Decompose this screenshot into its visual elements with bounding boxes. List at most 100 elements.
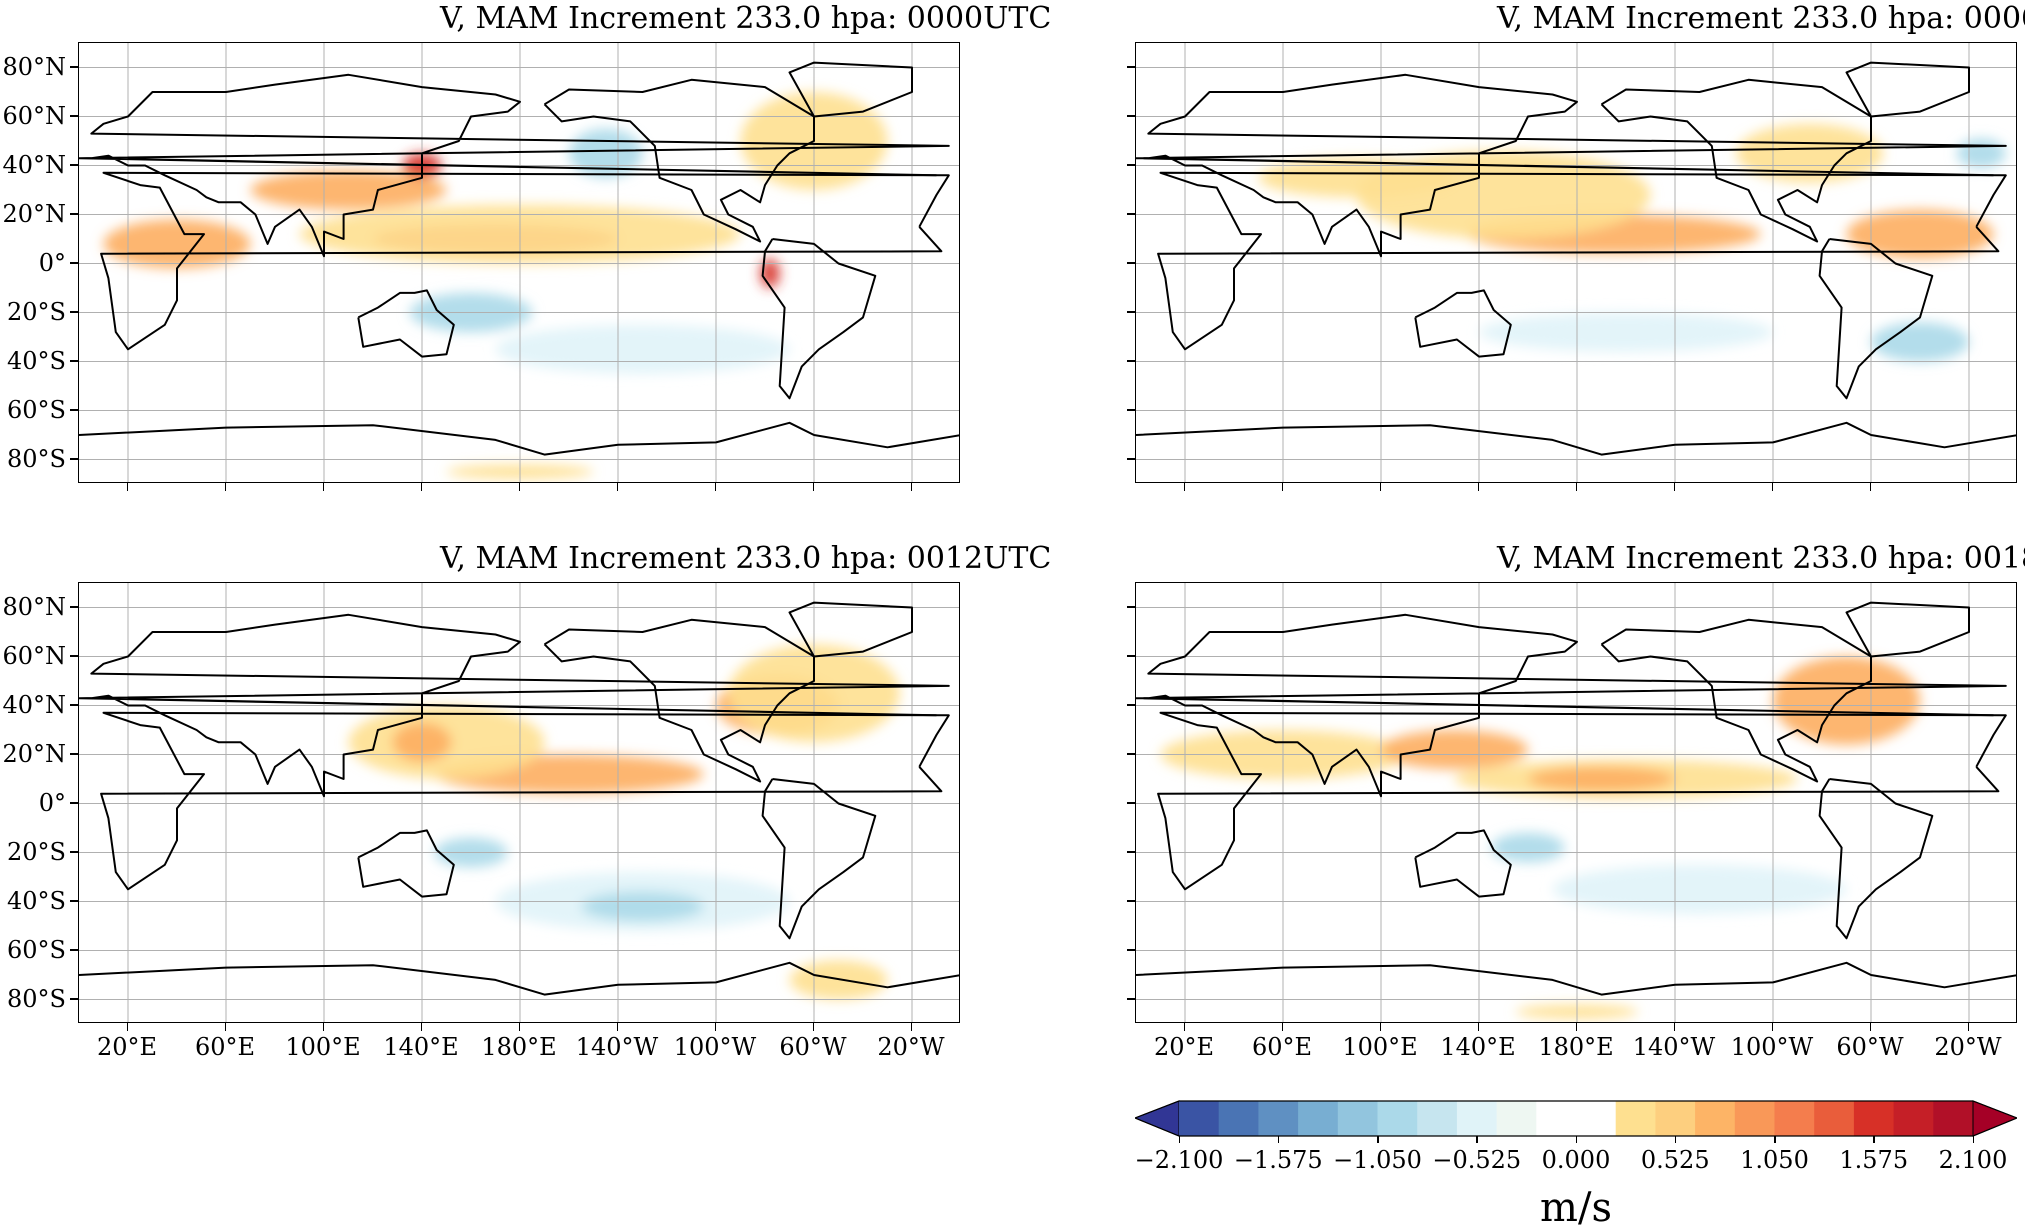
coastline [1136,613,2007,798]
lat-tick [1127,164,1135,166]
lat-tick [70,115,78,117]
map-canvas [79,43,959,482]
colorbar-tick-label: 1.575 [1839,1146,1909,1174]
lon-tick [1771,1023,1773,1031]
map-frame [78,42,960,483]
colorbar-tick-label: 2.100 [1938,1146,2008,1174]
colorbar-tick-mark [1277,1136,1280,1143]
lat-tick [70,262,78,264]
coastline [1600,78,1872,243]
lon-tick [1673,1023,1675,1031]
lon-label: 60°E [194,1033,256,1061]
lon-tick [420,1023,422,1031]
lon-label: 60°W [779,1033,847,1061]
lat-tick [70,66,78,68]
panel-title: V, MAM Increment 233.0 hpa: 0018UTC [1497,541,2025,576]
colorbar-tick-label: 0.000 [1541,1146,1611,1174]
lon-tick [1379,483,1381,491]
lat-tick [1127,753,1135,755]
lon-label: 100°E [1342,1033,1418,1061]
lon-tick [1281,483,1283,491]
coastline [1600,618,1872,783]
coastline [761,778,877,940]
lat-tick [70,949,78,951]
lat-tick [1127,409,1135,411]
coastline [79,613,950,798]
lon-label: 20°E [1153,1033,1215,1061]
lat-label: 80°S [7,444,66,473]
lon-tick [714,1023,716,1031]
colorbar-tick-label: 0.525 [1640,1146,1710,1174]
coastline [543,618,815,783]
colorbar-segment [1576,1101,1617,1136]
lon-label: 100°W [673,1033,757,1061]
coastline [1136,73,2007,258]
lat-tick [70,704,78,706]
lon-tick [1967,1023,1969,1031]
lat-tick [1127,360,1135,362]
lon-tick [1869,483,1871,491]
increment-blob [1491,832,1565,863]
lon-tick [420,483,422,491]
coastline [1414,289,1512,358]
increment-blob [103,219,251,269]
lat-tick [1127,998,1135,1000]
lon-tick [616,1023,618,1031]
colorbar-tick-label: −0.525 [1432,1146,1522,1174]
coastline [788,601,913,658]
lat-tick [1127,655,1135,657]
lon-tick [1967,483,1969,491]
lon-tick [1379,1023,1381,1031]
lat-tick [1127,606,1135,608]
colorbar-tick-label: −2.100 [1134,1146,1224,1174]
map-canvas [79,583,959,1022]
colorbar-tick-mark [1178,1136,1180,1143]
coastline [543,78,815,243]
lon-tick [1771,483,1773,491]
increment-blob [1871,322,1969,362]
colorbar-segment [1853,1101,1895,1136]
lon-tick [616,483,618,491]
lat-tick [1127,900,1135,902]
lon-tick [1281,1023,1283,1031]
lon-tick [518,483,520,491]
lon-label: 180°E [481,1033,557,1061]
lon-tick [812,483,814,491]
lat-tick [70,753,78,755]
map-frame [1135,42,2017,483]
colorbar-units: m/s [1540,1185,1612,1231]
lon-label: 140°W [575,1033,659,1061]
lon-label: 140°W [1632,1033,1716,1061]
colorbar-segment [1814,1101,1855,1136]
lat-label: 80°N [2,52,66,81]
lat-label: 20°N [2,199,66,228]
colorbar-tick-mark [1774,1136,1776,1143]
lat-label: 60°S [7,935,66,964]
lon-tick [126,1023,128,1031]
increment-blob [569,128,643,178]
increment-blob [495,324,790,374]
increment-blob [250,170,447,210]
increment-field [1258,123,2006,362]
coastline [1818,238,1934,400]
lon-tick [1673,483,1675,491]
colorbar-segment [1377,1101,1418,1136]
colorbar-tick-mark [1377,1136,1379,1143]
increment-blob [581,891,704,922]
lat-label: 20°S [7,297,66,326]
lon-tick [224,1023,226,1031]
colorbar-tick-label: −1.575 [1233,1146,1323,1174]
lat-label: 60°N [2,101,66,130]
lon-tick [1477,483,1479,491]
coastline [1818,778,1934,940]
lon-tick [1869,1023,1871,1031]
colorbar-scale [1135,1100,2017,1137]
lat-tick [1127,802,1135,804]
lat-tick [70,311,78,313]
coastline [79,961,959,996]
increment-blob [1528,766,1675,792]
lat-tick [70,900,78,902]
coastline [1845,601,1970,658]
lat-tick [70,164,78,166]
lat-tick [1127,262,1135,264]
